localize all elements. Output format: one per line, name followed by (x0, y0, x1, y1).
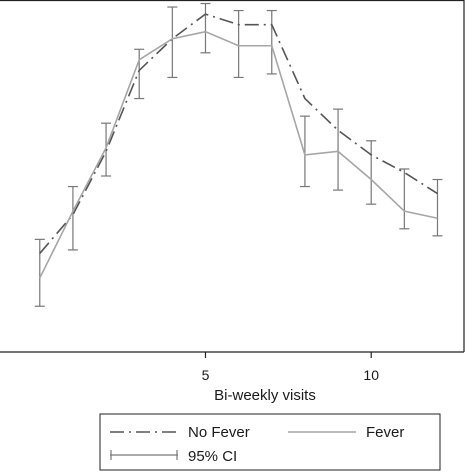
legend-entry-ci: 95% CI (110, 448, 237, 465)
ci-bar (299, 115, 310, 188)
legend-entry-fever: Fever (288, 424, 404, 441)
ci-bar (167, 6, 178, 79)
x-tick-label: 10 (363, 367, 379, 383)
ci-bar (200, 2, 211, 54)
legend-label: 95% CI (188, 448, 237, 465)
legend-entry-no-fever: No Fever (110, 424, 250, 441)
x-tick-label: 5 (202, 367, 210, 383)
legend: No Fever Fever 95% CI (99, 413, 441, 471)
ci-bar (399, 168, 410, 230)
series-line-no-fever (39, 13, 438, 254)
x-axis-title: Bi-weekly visits (214, 387, 316, 404)
legend-box (99, 413, 441, 471)
legend-label: Fever (366, 424, 404, 441)
series-lines (39, 13, 438, 279)
legend-label: No Fever (188, 424, 250, 441)
ci-bar (34, 238, 45, 307)
ci-bar (266, 9, 277, 75)
series-line-fever (39, 30, 438, 279)
ci-bar (366, 140, 377, 205)
ci-bar (432, 178, 443, 237)
confidence-interval-bars (34, 2, 443, 307)
ci-bar (333, 108, 344, 191)
ci-bar (233, 9, 244, 79)
x-axis-ticks: 5 10 (202, 352, 379, 383)
ci-bar (67, 185, 78, 251)
plot-frame (0, 0, 465, 353)
ci-bar (134, 48, 145, 100)
